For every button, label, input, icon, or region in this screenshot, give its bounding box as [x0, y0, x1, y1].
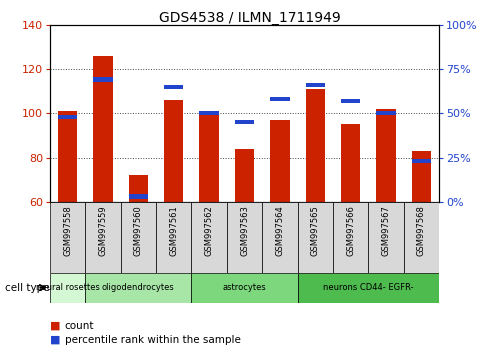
Bar	[305, 89, 325, 202]
Bar	[164, 85, 184, 89]
Text: oligodendrocytes: oligodendrocytes	[102, 283, 175, 292]
Bar	[50, 202, 85, 273]
Text: neural rosettes: neural rosettes	[35, 283, 99, 292]
Text: GSM997563: GSM997563	[240, 205, 249, 256]
Bar	[376, 109, 396, 202]
Bar	[227, 202, 262, 273]
Text: ■: ■	[50, 335, 60, 345]
Bar	[376, 111, 396, 115]
Bar	[368, 202, 404, 273]
Bar	[50, 273, 85, 303]
Bar	[341, 99, 360, 103]
Bar	[129, 194, 148, 199]
Text: percentile rank within the sample: percentile rank within the sample	[65, 335, 241, 345]
Bar	[297, 273, 439, 303]
Bar	[235, 120, 254, 124]
Text: ■: ■	[50, 321, 60, 331]
Bar	[412, 159, 431, 163]
Bar	[85, 202, 121, 273]
Bar	[200, 111, 219, 115]
Bar	[200, 111, 219, 202]
Text: cell type: cell type	[5, 282, 49, 293]
Text: astrocytes: astrocytes	[223, 283, 266, 292]
Text: GSM997560: GSM997560	[134, 205, 143, 256]
Text: GSM997561: GSM997561	[169, 205, 178, 256]
Bar	[156, 202, 192, 273]
Bar	[270, 120, 289, 202]
Bar	[297, 202, 333, 273]
Bar	[412, 151, 431, 202]
Bar	[121, 202, 156, 273]
Text: GSM997564: GSM997564	[275, 205, 284, 256]
Text: GSM997568: GSM997568	[417, 205, 426, 256]
Bar	[129, 175, 148, 202]
Bar	[270, 97, 289, 101]
Bar	[85, 273, 192, 303]
Text: GSM997565: GSM997565	[311, 205, 320, 256]
Text: neurons CD44- EGFR-: neurons CD44- EGFR-	[323, 283, 414, 292]
Bar	[341, 124, 360, 202]
Bar	[305, 83, 325, 87]
Bar	[58, 111, 77, 202]
Bar	[404, 202, 439, 273]
Text: GDS4538 / ILMN_1711949: GDS4538 / ILMN_1711949	[159, 11, 340, 25]
Text: GSM997559: GSM997559	[98, 205, 107, 256]
Bar	[192, 202, 227, 273]
Bar	[192, 273, 297, 303]
Text: count: count	[65, 321, 94, 331]
Bar	[164, 100, 184, 202]
Text: GSM997562: GSM997562	[205, 205, 214, 256]
Bar	[93, 56, 113, 202]
Bar	[58, 115, 77, 119]
Bar	[333, 202, 368, 273]
Text: GSM997567: GSM997567	[382, 205, 391, 256]
Bar	[93, 78, 113, 82]
Text: GSM997566: GSM997566	[346, 205, 355, 256]
Text: GSM997558: GSM997558	[63, 205, 72, 256]
Bar	[235, 149, 254, 202]
Bar	[262, 202, 297, 273]
